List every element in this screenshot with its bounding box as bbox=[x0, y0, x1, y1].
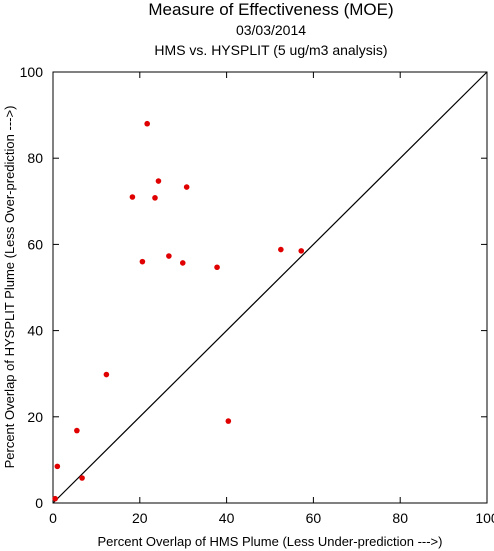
data-point bbox=[179, 260, 186, 266]
chart-title: Measure of Effectiveness (MOE) bbox=[148, 0, 393, 19]
data-point bbox=[183, 184, 190, 190]
data-point bbox=[214, 264, 220, 271]
one-to-one-line bbox=[52, 71, 488, 504]
y-tick-label: 60 bbox=[27, 236, 43, 252]
x-tick-label: 40 bbox=[219, 510, 235, 526]
data-point bbox=[139, 258, 146, 265]
x-tick-label: 60 bbox=[306, 510, 322, 526]
plot-area bbox=[52, 71, 488, 504]
y-tick-label: 80 bbox=[27, 150, 43, 166]
y-axis-ticks: 0 20 40 60 80 100 bbox=[20, 64, 487, 511]
y-tick-label: 0 bbox=[35, 495, 43, 511]
data-point bbox=[52, 495, 58, 502]
x-tick-label: 0 bbox=[49, 510, 57, 526]
data-points bbox=[52, 120, 305, 502]
data-point bbox=[79, 475, 85, 481]
data-point bbox=[155, 178, 162, 184]
data-point bbox=[278, 246, 284, 253]
x-axis-ticks: 0 20 40 60 80 100 bbox=[49, 72, 494, 526]
data-point bbox=[103, 371, 110, 378]
chart-subtitle: 03/03/2014 bbox=[236, 22, 306, 38]
data-point bbox=[298, 248, 305, 254]
y-tick-label: 40 bbox=[27, 323, 43, 339]
data-point bbox=[54, 463, 61, 470]
data-point bbox=[129, 194, 136, 200]
data-point bbox=[152, 195, 158, 201]
data-point bbox=[144, 120, 150, 127]
y-tick-label: 20 bbox=[27, 409, 43, 425]
x-axis-label: Percent Overlap of HMS Plume (Less Under… bbox=[98, 534, 443, 549]
y-axis-label: Percent Overlap of HYSPLIT Plume (Less O… bbox=[2, 106, 17, 469]
data-point bbox=[225, 418, 232, 424]
data-point bbox=[74, 427, 80, 434]
x-tick-label: 80 bbox=[392, 510, 408, 526]
x-tick-label: 100 bbox=[475, 510, 494, 526]
data-point bbox=[166, 253, 172, 259]
x-tick-label: 20 bbox=[132, 510, 148, 526]
chart-subtitle-2: HMS vs. HYSPLIT (5 ug/m3 analysis) bbox=[154, 42, 387, 58]
y-tick-label: 100 bbox=[20, 64, 44, 80]
